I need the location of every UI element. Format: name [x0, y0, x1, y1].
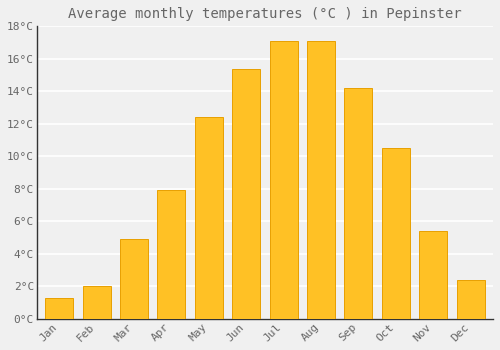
- Bar: [270, 41, 297, 319]
- Bar: [82, 286, 110, 319]
- Bar: [45, 298, 73, 319]
- Bar: [307, 41, 335, 319]
- Bar: [158, 190, 186, 319]
- Bar: [419, 231, 447, 319]
- Bar: [120, 239, 148, 319]
- Title: Average monthly temperatures (°C ) in Pepinster: Average monthly temperatures (°C ) in Pe…: [68, 7, 462, 21]
- Bar: [195, 117, 223, 319]
- Bar: [344, 88, 372, 319]
- Bar: [382, 148, 410, 319]
- Bar: [232, 69, 260, 319]
- Bar: [456, 280, 484, 319]
